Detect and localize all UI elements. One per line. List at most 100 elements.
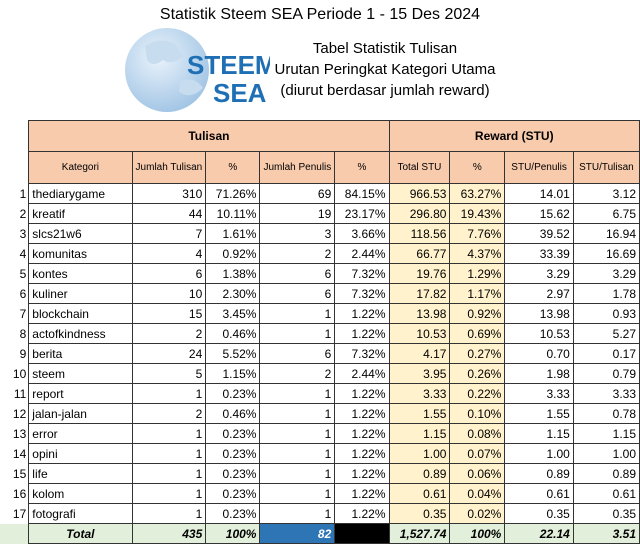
data-row: 15 life 1 0.23% 1 1.22% 0.89 0.06% 0.89 0.89 <box>0 463 640 484</box>
data-row: 12 jalan-jalan 2 0.46% 1 1.22% 1.55 0.10% 1.55 0.… <box>0 403 640 424</box>
cell: 1 <box>131 383 207 404</box>
column-header: STU/Penulis <box>504 151 574 184</box>
cell: 7.32% <box>334 343 390 364</box>
cell: 0.07% <box>449 443 506 464</box>
cell: 1.15 <box>388 423 451 444</box>
subtitle: (diurut berdasar jumlah reward) <box>280 82 490 99</box>
cell: 3.45% <box>205 303 261 324</box>
data-row: 7 blockchain 15 3.45% 1 1.22% 13.98 0.92% 13.98 0… <box>0 303 640 324</box>
cell: 10.53 <box>388 323 451 344</box>
cell: 23.17% <box>334 203 390 224</box>
cell: 0.78 <box>572 403 640 424</box>
cell: 3.66% <box>334 223 390 244</box>
cell: report <box>28 383 133 404</box>
cell: 0.35 <box>388 503 451 524</box>
data-row: 11 report 1 0.23% 1 1.22% 3.33 0.22% 3.33 3.33 <box>0 383 640 404</box>
total-cell: Total <box>28 523 133 544</box>
cell: 0.35 <box>504 503 574 524</box>
total-cell <box>334 523 390 544</box>
cell: 1 <box>259 423 336 444</box>
cell: 1.00 <box>388 443 451 464</box>
cell: 1.29% <box>449 263 506 284</box>
cell: 2 <box>259 243 336 264</box>
cell: 1 <box>131 423 207 444</box>
logo: STEEM SEA <box>125 28 270 112</box>
data-row: 4 komunitas 4 0.92% 2 2.44% 66.77 4.37% 33.39 16.… <box>0 243 640 264</box>
cell: life <box>28 463 133 484</box>
row-number: 16 <box>12 486 27 501</box>
cell: 6 <box>131 263 207 284</box>
cell: 19.43% <box>449 203 506 224</box>
cell: 39.52 <box>504 223 574 244</box>
title: Statistik Steem SEA Periode 1 - 15 Des 2… <box>159 6 481 23</box>
column-header: Total STU <box>388 151 451 184</box>
column-header: Jumlah Penulis <box>259 151 336 184</box>
cell: 1 <box>131 503 207 524</box>
cell: 44 <box>131 203 207 224</box>
cell: 6.75 <box>572 203 640 224</box>
cell: 1 <box>131 483 207 504</box>
cell: 0.27% <box>449 343 506 364</box>
cell: berita <box>28 343 133 364</box>
cell: 33.39 <box>504 243 574 264</box>
cell: 5.27 <box>572 323 640 344</box>
cell: 0.89 <box>572 463 640 484</box>
cell: 0.23% <box>205 383 261 404</box>
cell: 0.46% <box>205 403 261 424</box>
row-number: 15 <box>12 466 27 481</box>
cell: 0.92% <box>449 303 506 324</box>
cell: 6 <box>259 283 336 304</box>
cell: 1.22% <box>334 303 390 324</box>
cell: 0.10% <box>449 403 506 424</box>
cell: 0.23% <box>205 483 261 504</box>
total-cell: 1,527.74 <box>388 523 451 544</box>
cell: 5 <box>131 363 207 384</box>
cell: 0.46% <box>205 323 261 344</box>
cell: 0.93 <box>572 303 640 324</box>
cell: 4.37% <box>449 243 506 264</box>
logo-text: SEA <box>213 78 267 108</box>
row-number: 7 <box>19 306 27 321</box>
row-number: 6 <box>19 286 27 301</box>
cell: 0.79 <box>572 363 640 384</box>
cell: 0.04% <box>449 483 506 504</box>
row-number: 13 <box>12 426 27 441</box>
cell: 1.22% <box>334 323 390 344</box>
total-cell: 100% <box>205 523 261 544</box>
cell: opini <box>28 443 133 464</box>
cell: 1 <box>259 323 336 344</box>
cell: 0.06% <box>449 463 506 484</box>
cell: 0.08% <box>449 423 506 444</box>
cell: 0.17 <box>572 343 640 364</box>
total-cell: 22.14 <box>504 523 574 544</box>
cell: 1.22% <box>334 423 390 444</box>
cell: 16.69 <box>572 243 640 264</box>
cell: slcs21w6 <box>28 223 133 244</box>
cell: 2.44% <box>334 243 390 264</box>
cell: 0.61 <box>388 483 451 504</box>
cell: 296.80 <box>388 203 451 224</box>
cell: 0.23% <box>205 443 261 464</box>
cell: 3 <box>259 223 336 244</box>
cell: blockchain <box>28 303 133 324</box>
cell: 1.55 <box>504 403 574 424</box>
cell: 10.53 <box>504 323 574 344</box>
cell: 1.15% <box>205 363 261 384</box>
total-row: Total 435 100% 82 1,527.74 100% 22.14 3.51 <box>0 523 640 544</box>
cell: 2.97 <box>504 283 574 304</box>
cell: 15 <box>131 303 207 324</box>
column-header: STU/Tulisan <box>572 151 640 184</box>
data-row: 14 opini 1 0.23% 1 1.22% 1.00 0.07% 1.00 1.00 <box>0 443 640 464</box>
cell: 7.32% <box>334 283 390 304</box>
cell: 1.61% <box>205 223 261 244</box>
column-header: Kategori <box>28 151 133 184</box>
cell: 1 <box>131 443 207 464</box>
cell: 0.22% <box>449 383 506 404</box>
cell: 2.30% <box>205 283 261 304</box>
data-row: 16 kolom 1 0.23% 1 1.22% 0.61 0.04% 0.61 0.61 <box>0 483 640 504</box>
row-number: 9 <box>19 346 27 361</box>
column-header: % <box>205 151 261 184</box>
header-row: Kategori Jumlah Tulisan% Jumlah Penulis% To… <box>0 151 640 184</box>
data-row: 9 berita 24 5.52% 6 7.32% 4.17 0.27% 0.70 0.17 <box>0 343 640 364</box>
cell: 19 <box>259 203 336 224</box>
